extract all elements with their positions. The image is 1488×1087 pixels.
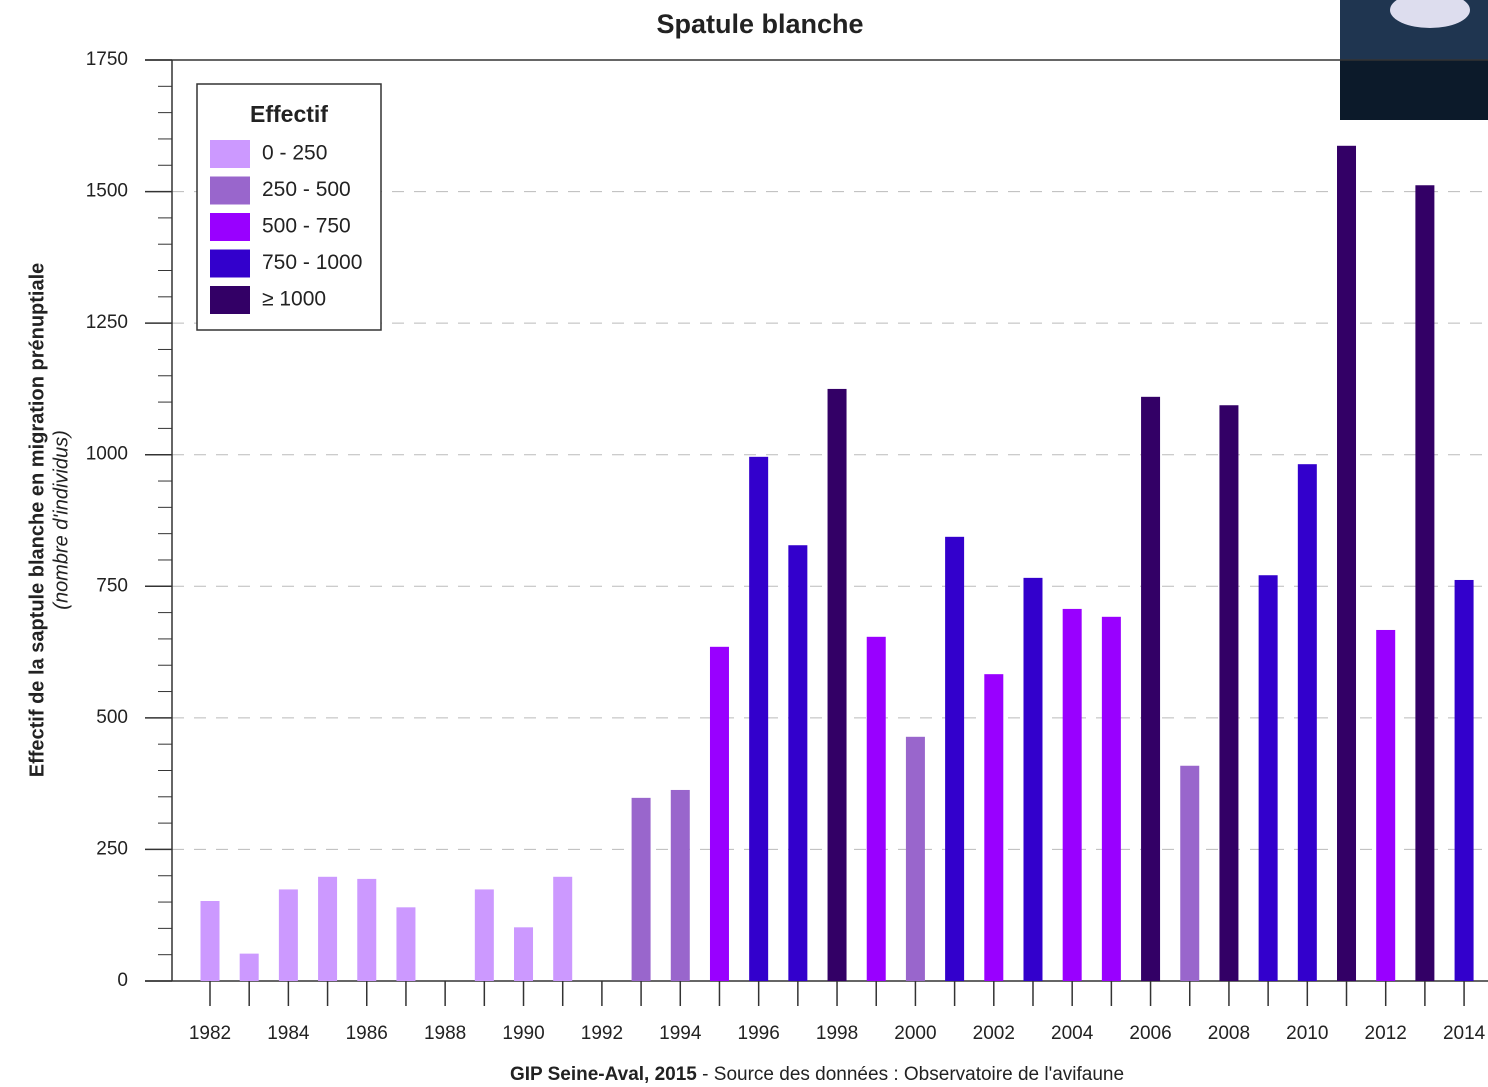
legend-label: 250 - 500 [262,178,351,201]
bar [709,646,729,981]
y-sublabel: (nombre d'individus) [50,430,72,609]
legend-swatch [210,140,250,168]
bar [749,456,769,981]
x-tick-label: 1988 [424,1023,466,1044]
bar [1023,577,1043,981]
x-tick-label: 2004 [1051,1023,1094,1044]
bar [1454,579,1474,981]
legend-label: ≥ 1000 [262,288,326,311]
legend-swatch [210,249,250,278]
bar [984,674,1004,981]
x-tick-label: 2012 [1365,1023,1407,1044]
bar [1297,464,1317,981]
bar [827,388,847,981]
x-tick-label: 1998 [816,1023,858,1044]
x-tick-label: 1986 [346,1023,388,1044]
x-tick-label: 1990 [502,1023,544,1044]
legend-swatch [210,213,250,241]
bar [1180,765,1200,981]
bar [905,736,925,981]
y-tick-label: 500 [96,707,128,728]
photo-bird [1390,0,1470,28]
bar [514,927,534,981]
footer-bold: GIP Seine-Aval, 2015 [510,1064,697,1085]
legend-title: Effectif [250,101,328,127]
y-tick-label: 1750 [86,49,128,70]
legend-swatch [210,176,250,205]
bar [278,889,298,981]
y-tick-label: 1500 [86,181,128,202]
legend-swatch [210,286,250,314]
photo-ground [1340,60,1488,120]
x-tick-label: 1992 [581,1023,623,1044]
legend: Effectif 0 - 250 250 - 500 500 - 750 750 - 1… [196,83,382,331]
y-tick-label: 0 [117,970,128,991]
bar [1337,145,1357,982]
bar [788,545,808,981]
y-tick-label: 1000 [86,444,128,465]
y-tick-label: 1250 [86,312,128,333]
bar [239,953,259,981]
y-label: Effectif de la saptule blanche en migrat… [26,263,48,778]
bar [396,907,416,981]
legend-label: 0 - 250 [262,142,327,165]
y-axis-title: Effectif de la saptule blanche en migrat… [26,263,72,778]
footer-text: - Source des données : Observatoire de l… [697,1064,1124,1085]
bar [553,876,573,981]
bar [1219,405,1239,982]
x-tick-label: 2010 [1286,1023,1328,1044]
y-tick-label: 750 [96,575,128,596]
y-tick-label: 250 [96,838,128,859]
bar [1141,396,1161,981]
footer: GIP Seine-Aval, 2015 - Source des donnée… [510,1064,1124,1085]
legend-label: 500 - 750 [262,215,351,238]
x-tick-label: 1996 [738,1023,780,1044]
bar [945,536,965,981]
x-tick-label: 1994 [659,1023,702,1044]
x-tick-label: 2008 [1208,1023,1250,1044]
bar [318,876,338,981]
bar [1258,575,1278,981]
legend-label: 750 - 1000 [262,251,362,274]
x-tick-label: 1984 [267,1023,310,1044]
x-tick-label: 2014 [1443,1023,1486,1044]
bar [1062,608,1082,981]
chart-title: Spatule blanche [656,9,863,39]
bar [631,797,651,981]
bar [670,789,690,981]
x-tick-label: 1982 [189,1023,231,1044]
bar [1376,629,1396,981]
x-tick-label: 2000 [894,1023,936,1044]
bar [1415,185,1435,982]
bar [200,901,220,981]
bar [1101,616,1121,981]
x-tick-label: 2006 [1129,1023,1171,1044]
bar [357,878,377,981]
x-tick-label: 2002 [973,1023,1015,1044]
bar [866,636,886,981]
bar [474,889,494,981]
